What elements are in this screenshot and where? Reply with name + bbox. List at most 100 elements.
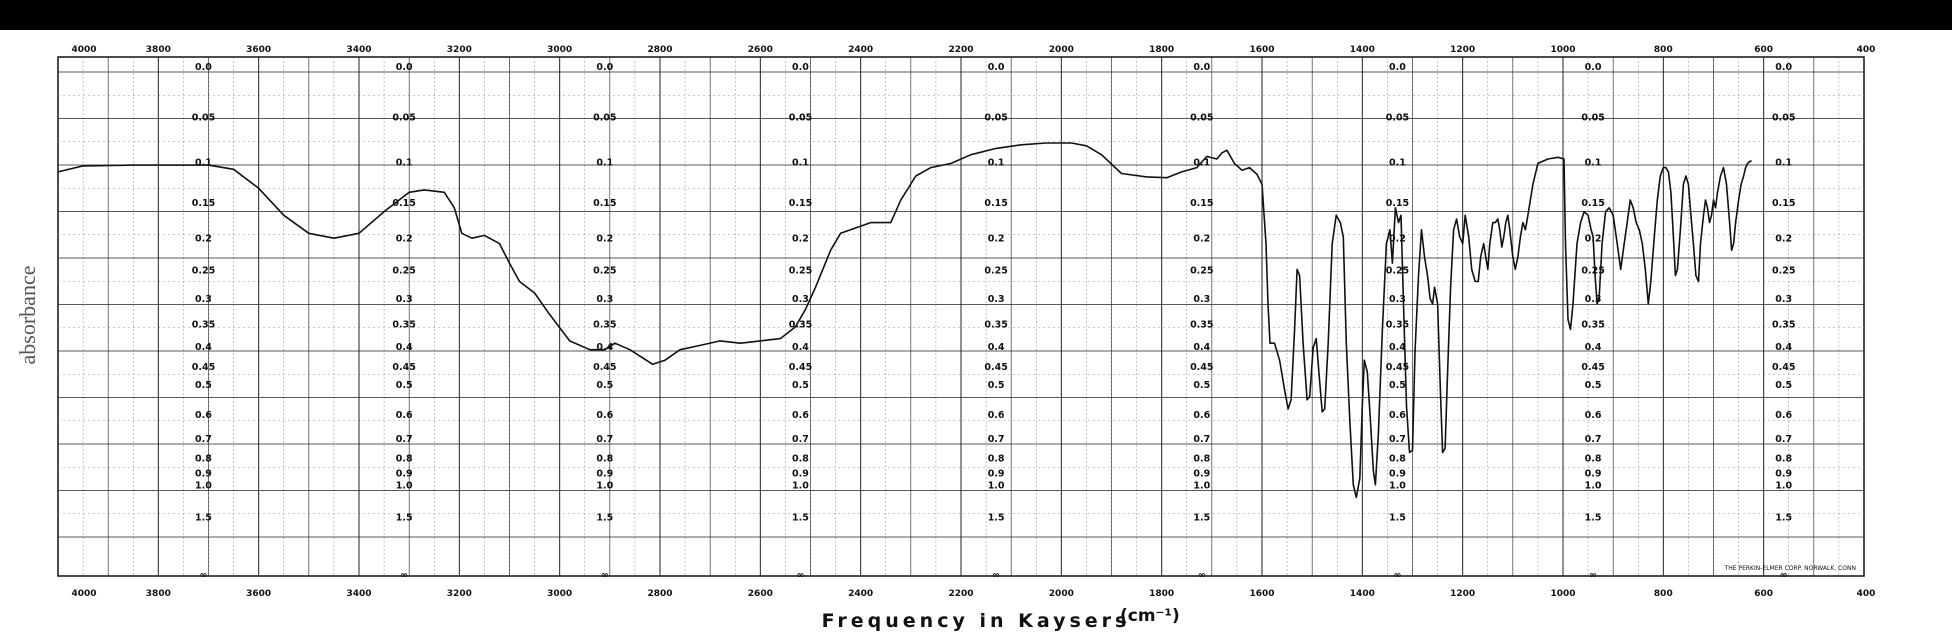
- absorbance-tick-label: 0.3: [1389, 294, 1406, 305]
- absorbance-tick-label: 0.4: [1585, 342, 1602, 353]
- absorbance-tick-label: 0.15: [593, 198, 616, 209]
- absorbance-tick-label: 0.7: [1389, 434, 1406, 445]
- credit-text: THE PERKIN-ELMER CORP. NORWALK, CONN: [1724, 565, 1856, 572]
- absorbance-tick-label: 0.3: [1585, 294, 1602, 305]
- x-tick-label-top: 800: [1654, 45, 1673, 55]
- absorbance-tick-label: 0.25: [192, 266, 215, 277]
- x-tick-label-bottom: 3400: [346, 589, 371, 599]
- absorbance-tick-label: 0.8: [596, 453, 613, 464]
- absorbance-tick-label: 0.9: [1389, 468, 1406, 479]
- absorbance-tick-label: 1.0: [988, 481, 1005, 492]
- x-tick-label-bottom: 400: [1857, 589, 1876, 599]
- absorbance-tick-label: 0.4: [596, 342, 613, 353]
- absorbance-tick-label: 0.1: [988, 158, 1005, 169]
- absorbance-tick-label: 0.8: [1585, 453, 1602, 464]
- absorbance-tick-label: ∞: [1393, 570, 1401, 581]
- absorbance-tick-label: 1.0: [792, 481, 809, 492]
- absorbance-tick-label: 0.35: [1772, 319, 1795, 330]
- x-tick-label-top: 2000: [1049, 45, 1074, 55]
- absorbance-tick-label: 0.8: [396, 453, 413, 464]
- absorbance-tick-label: 0.0: [195, 62, 212, 73]
- absorbance-tick-label: 0.35: [1190, 319, 1213, 330]
- absorbance-tick-label: ∞: [797, 570, 805, 581]
- major-grid: [58, 57, 1864, 576]
- absorbance-tick-label: 0.15: [192, 198, 215, 209]
- absorbance-tick-label: 0.3: [792, 294, 809, 305]
- absorbance-scale-labels: 0.0 0.05 0.1 0.15 0.2 0.25 0.3 0.35 0.4 0.45 0.5 0.…: [192, 62, 1796, 581]
- absorbance-tick-label: 0.7: [1775, 434, 1792, 445]
- absorbance-tick-label: 0.1: [1775, 158, 1792, 169]
- x-tick-label-top: 3400: [346, 45, 371, 55]
- absorbance-tick-label: 0.6: [988, 410, 1005, 421]
- x-tick-label-top: 1000: [1550, 45, 1575, 55]
- absorbance-tick-label: 1.0: [1585, 481, 1602, 492]
- absorbance-tick-label: 0.3: [195, 294, 212, 305]
- absorbance-tick-label: 1.5: [1389, 512, 1406, 523]
- x-tick-label-top: 1800: [1149, 45, 1174, 55]
- absorbance-tick-label: ∞: [1589, 570, 1597, 581]
- absorbance-tick-label: 0.15: [1190, 198, 1213, 209]
- absorbance-tick-label: 0.5: [1775, 380, 1792, 391]
- x-tick-label-bottom: 2000: [1049, 589, 1074, 599]
- absorbance-tick-label: ∞: [1780, 570, 1788, 581]
- x-tick-label-bottom: 1200: [1450, 589, 1475, 599]
- absorbance-tick-label: 0.1: [1585, 158, 1602, 169]
- x-tick-label-top: 1400: [1350, 45, 1375, 55]
- absorbance-tick-label: 0.45: [593, 362, 616, 373]
- absorbance-tick-label: 0.15: [1581, 198, 1604, 209]
- absorbance-tick-label: 0.8: [988, 453, 1005, 464]
- absorbance-tick-label: 0.35: [593, 319, 616, 330]
- absorbance-tick-label: 0.1: [1389, 158, 1406, 169]
- absorbance-tick-label: 0.05: [1386, 113, 1409, 124]
- absorbance-tick-label: 0.05: [1190, 113, 1213, 124]
- absorbance-tick-label: ∞: [200, 570, 208, 581]
- absorbance-tick-label: 0.4: [988, 342, 1005, 353]
- absorbance-tick-label: 0.15: [984, 198, 1007, 209]
- absorbance-tick-label: 0.25: [593, 266, 616, 277]
- absorbance-tick-label: ∞: [601, 570, 609, 581]
- absorbance-tick-label: 0.9: [1775, 468, 1792, 479]
- absorbance-tick-label: 1.0: [195, 481, 212, 492]
- absorbance-tick-label: 0.4: [1775, 342, 1792, 353]
- absorbance-tick-label: 0.15: [392, 198, 415, 209]
- absorbance-tick-label: 0.6: [792, 410, 809, 421]
- x-tick-label-bottom: 1800: [1149, 589, 1174, 599]
- x-tick-label-top: 3000: [547, 45, 572, 55]
- absorbance-tick-label: 0.5: [596, 380, 613, 391]
- x-tick-label-bottom: 2200: [948, 589, 973, 599]
- absorbance-tick-label: 0.35: [1386, 319, 1409, 330]
- absorbance-tick-label: 0.05: [789, 113, 812, 124]
- absorbance-tick-label: 0.1: [195, 158, 212, 169]
- absorbance-tick-label: 0.7: [195, 434, 212, 445]
- absorbance-tick-label: 0.6: [1193, 410, 1210, 421]
- absorbance-tick-label: 0.0: [596, 62, 613, 73]
- absorbance-tick-label: 0.25: [1772, 266, 1795, 277]
- absorbance-tick-label: 0.0: [396, 62, 413, 73]
- absorbance-tick-label: 1.5: [1193, 512, 1210, 523]
- x-tick-label-bottom: 800: [1654, 589, 1673, 599]
- absorbance-tick-label: 1.0: [1193, 481, 1210, 492]
- absorbance-tick-label: 0.7: [596, 434, 613, 445]
- absorbance-tick-label: 0.5: [195, 380, 212, 391]
- absorbance-tick-label: 0.5: [792, 380, 809, 391]
- x-tick-label-bottom: 3600: [246, 589, 271, 599]
- absorbance-tick-label: 0.0: [1585, 62, 1602, 73]
- absorbance-tick-label: 0.0: [792, 62, 809, 73]
- absorbance-tick-label: 0.4: [1193, 342, 1210, 353]
- absorbance-tick-label: 0.2: [1193, 234, 1210, 245]
- absorbance-tick-label: 0.3: [1193, 294, 1210, 305]
- absorbance-tick-label: 0.9: [1585, 468, 1602, 479]
- x-tick-label-bottom: 2800: [647, 589, 672, 599]
- absorbance-tick-label: 0.45: [192, 362, 215, 373]
- absorbance-tick-label: ∞: [992, 570, 1000, 581]
- x-tick-label-bottom: 4000: [71, 589, 96, 599]
- absorbance-tick-label: 0.3: [396, 294, 413, 305]
- absorbance-tick-label: 0.35: [789, 319, 812, 330]
- absorbance-tick-label: 0.8: [1389, 453, 1406, 464]
- absorbance-tick-label: 0.9: [596, 468, 613, 479]
- absorbance-tick-label: 0.3: [596, 294, 613, 305]
- absorbance-tick-label: 0.6: [396, 410, 413, 421]
- absorbance-tick-label: 0.2: [396, 234, 413, 245]
- x-tick-label-bottom: 3200: [447, 589, 472, 599]
- absorbance-tick-label: 0.05: [392, 113, 415, 124]
